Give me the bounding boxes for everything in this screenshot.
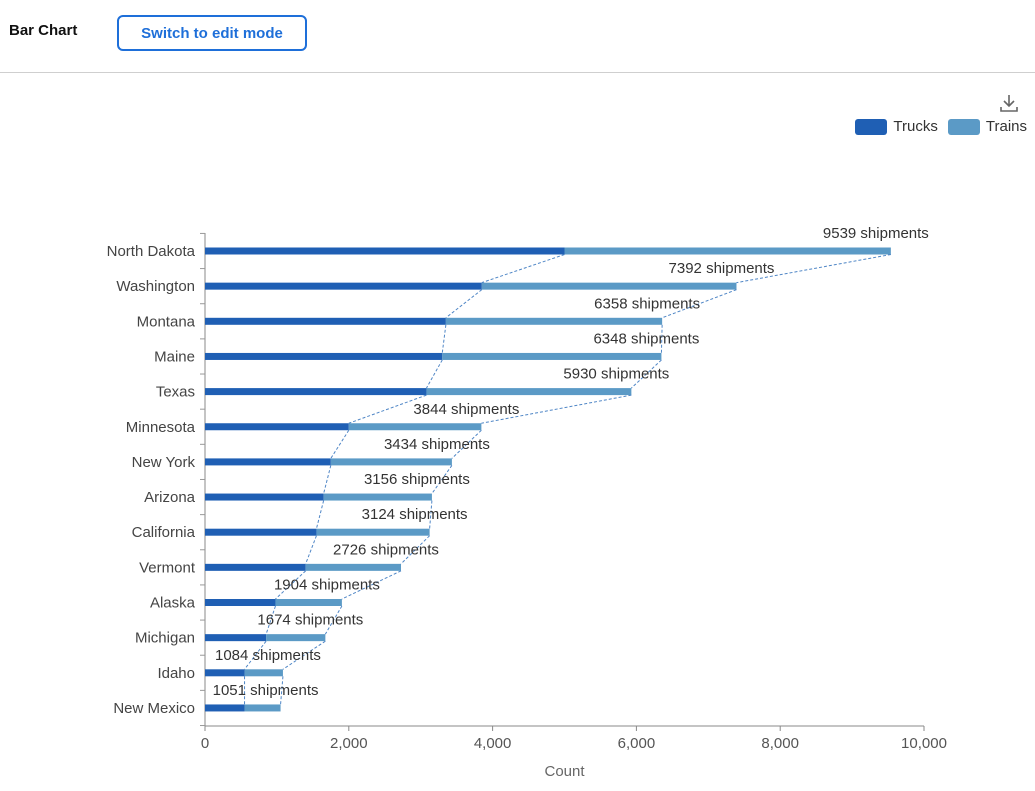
bar-trains bbox=[275, 599, 342, 606]
y-category-label: New York bbox=[132, 454, 196, 471]
data-label: 1674 shipments bbox=[257, 612, 363, 629]
data-label: 6348 shipments bbox=[593, 330, 699, 347]
legend-label-trucks: Trucks bbox=[893, 118, 938, 135]
bar-trains bbox=[244, 704, 281, 712]
bar-trains bbox=[330, 458, 452, 466]
bar-trucks bbox=[205, 599, 276, 606]
bar-trucks bbox=[205, 317, 446, 325]
bar-trains bbox=[305, 563, 401, 571]
switch-to-edit-mode-button[interactable]: Switch to edit mode bbox=[117, 15, 307, 51]
connector-trucks bbox=[323, 465, 332, 494]
data-label: 6358 shipments bbox=[594, 295, 700, 312]
y-category-label: Arizona bbox=[144, 489, 196, 506]
bar-trucks bbox=[205, 704, 245, 712]
connector-total bbox=[451, 429, 482, 459]
data-label: 3124 shipments bbox=[362, 506, 468, 523]
bar-trains bbox=[323, 493, 432, 501]
bar-trucks bbox=[205, 282, 482, 290]
data-label: 9539 shipments bbox=[823, 225, 929, 242]
connector-trucks bbox=[315, 500, 325, 529]
legend-swatch-trains bbox=[947, 118, 980, 135]
connector-total bbox=[481, 394, 632, 424]
connector-trucks bbox=[244, 640, 267, 670]
connector-total bbox=[631, 359, 662, 389]
connector-trucks bbox=[348, 394, 427, 424]
x-tick-label: 6,000 bbox=[618, 735, 656, 752]
y-category-label: North Dakota bbox=[107, 243, 196, 260]
connector-trucks bbox=[305, 535, 317, 565]
y-category-label: Michigan bbox=[135, 630, 195, 647]
data-label: 3434 shipments bbox=[384, 436, 490, 453]
bar-trucks bbox=[205, 493, 324, 501]
bar-trains bbox=[244, 669, 283, 677]
y-category-label: Maine bbox=[154, 348, 195, 365]
connector-total bbox=[431, 465, 453, 494]
connector-total bbox=[324, 605, 343, 635]
connector-total bbox=[282, 640, 326, 670]
legend-swatch-trucks bbox=[855, 118, 888, 135]
legend-item-trains[interactable]: Trains bbox=[947, 118, 1027, 135]
connector-total bbox=[661, 289, 737, 319]
page-title: Bar Chart bbox=[9, 22, 78, 39]
legend-label-trains: Trains bbox=[985, 118, 1027, 135]
y-category-label: Texas bbox=[156, 384, 195, 401]
y-category-label: Idaho bbox=[157, 665, 195, 682]
y-category-label: Vermont bbox=[139, 559, 196, 576]
bar-trucks bbox=[205, 352, 443, 360]
connector-trucks bbox=[481, 254, 565, 284]
y-category-label: California bbox=[132, 524, 196, 541]
connector-total bbox=[341, 570, 402, 600]
bar-trucks bbox=[205, 247, 565, 255]
header-bar: Bar Chart Switch to edit mode bbox=[0, 0, 1035, 73]
bar-trucks bbox=[205, 388, 427, 396]
data-label: 3156 shipments bbox=[364, 471, 470, 488]
data-label: 7392 shipments bbox=[669, 260, 775, 277]
x-tick-label: 10,000 bbox=[901, 735, 947, 752]
y-category-label: Minnesota bbox=[126, 419, 196, 436]
bar-trains bbox=[564, 247, 891, 255]
y-category-label: New Mexico bbox=[113, 700, 195, 717]
connector-trucks bbox=[330, 429, 350, 459]
y-category-label: Washington bbox=[116, 278, 195, 295]
connector-trucks bbox=[275, 570, 307, 600]
bar-trucks bbox=[205, 669, 245, 677]
download-icon[interactable] bbox=[998, 92, 1020, 114]
bar-trains bbox=[481, 282, 737, 290]
legend-item-trucks[interactable]: Trucks bbox=[855, 118, 938, 135]
data-label: 5930 shipments bbox=[563, 366, 669, 383]
x-tick-label: 8,000 bbox=[761, 735, 799, 752]
connector-trucks bbox=[445, 289, 483, 319]
y-category-label: Alaska bbox=[150, 595, 196, 612]
x-tick-label: 2,000 bbox=[330, 735, 368, 752]
data-label: 1051 shipments bbox=[213, 682, 319, 699]
bar-trains bbox=[445, 317, 663, 325]
bar-trains bbox=[426, 388, 632, 396]
bar-trucks bbox=[205, 563, 306, 571]
bar-trucks bbox=[205, 634, 267, 642]
connector-trucks bbox=[426, 359, 443, 389]
bar-trains bbox=[266, 634, 326, 642]
connector-trucks bbox=[441, 324, 447, 354]
x-tick-label: 0 bbox=[201, 735, 209, 752]
bar-trucks bbox=[205, 458, 331, 466]
bar-trucks bbox=[205, 528, 317, 536]
chart-legend: Trucks Trains bbox=[845, 118, 1027, 135]
data-label: 1084 shipments bbox=[215, 647, 321, 664]
y-category-label: Montana bbox=[137, 313, 196, 330]
connector-total bbox=[400, 535, 430, 565]
data-label: 2726 shipments bbox=[333, 541, 439, 558]
bar-trains bbox=[348, 423, 482, 431]
bar-trucks bbox=[205, 423, 349, 431]
x-tick-label: 4,000 bbox=[474, 735, 512, 752]
x-axis-label: Count bbox=[544, 763, 585, 780]
bar-trains bbox=[442, 352, 662, 360]
bar-trains bbox=[316, 528, 430, 536]
data-label: 3844 shipments bbox=[413, 401, 519, 418]
connector-total bbox=[736, 254, 891, 284]
data-label: 1904 shipments bbox=[274, 577, 380, 594]
